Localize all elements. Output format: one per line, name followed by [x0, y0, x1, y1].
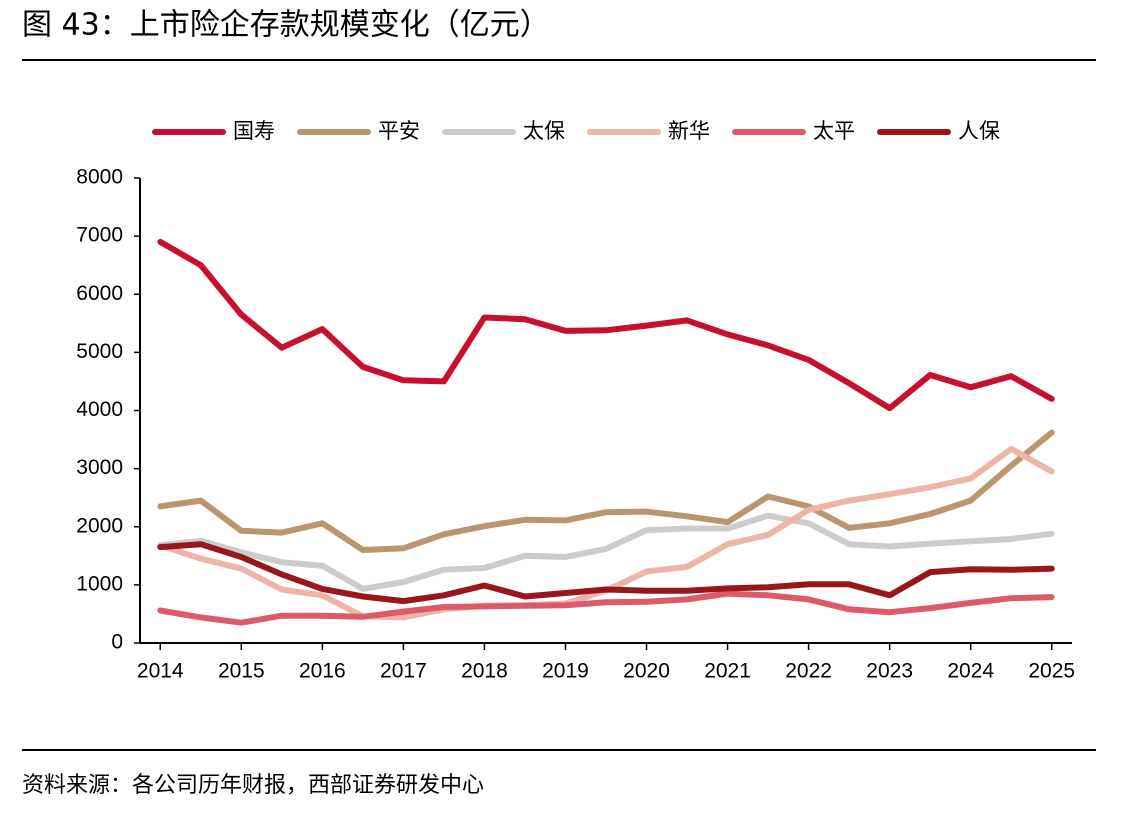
x-tick-label: 2018	[461, 660, 508, 683]
legend-label: 新华	[668, 119, 710, 143]
x-tick-label: 2019	[542, 660, 589, 683]
x-tick-label: 2023	[866, 660, 913, 683]
y-tick-label: 8000	[76, 166, 123, 189]
y-tick-label: 3000	[76, 456, 123, 479]
x-tick-label: 2025	[1028, 660, 1075, 683]
legend-label: 太平	[813, 119, 855, 143]
series-line	[157, 429, 1055, 553]
chart-title: 图 43：上市险企存款规模变化（亿元）	[22, 8, 550, 43]
x-tick-label: 2020	[623, 660, 670, 683]
y-tick-label: 0	[111, 631, 123, 654]
series-line	[157, 590, 1055, 626]
series-line	[157, 541, 1055, 605]
x-tick-label: 2014	[137, 660, 184, 683]
legend-label: 太保	[523, 119, 565, 143]
y-tick-label: 5000	[76, 340, 123, 363]
y-tick-label: 1000	[76, 572, 123, 595]
source: 资料来源：各公司历年财报，西部证券研发中心	[22, 773, 484, 798]
series-line	[157, 238, 1055, 412]
legend-label: 人保	[958, 119, 1000, 143]
y-tick-label: 2000	[76, 514, 123, 537]
y-tick-label: 7000	[76, 224, 123, 247]
x-tick-label: 2024	[947, 660, 994, 683]
x-tick-label: 2015	[218, 660, 265, 683]
x-tick-label: 2021	[704, 660, 751, 683]
x-tick-label: 2022	[785, 660, 832, 683]
y-tick-label: 6000	[76, 282, 123, 305]
x-tick-label: 2016	[299, 660, 346, 683]
x-tick-label: 2017	[380, 660, 427, 683]
y-tick-label: 4000	[76, 398, 123, 421]
series-line	[157, 512, 1055, 592]
legend-label: 平安	[378, 119, 420, 143]
legend-label: 国寿	[233, 119, 275, 143]
